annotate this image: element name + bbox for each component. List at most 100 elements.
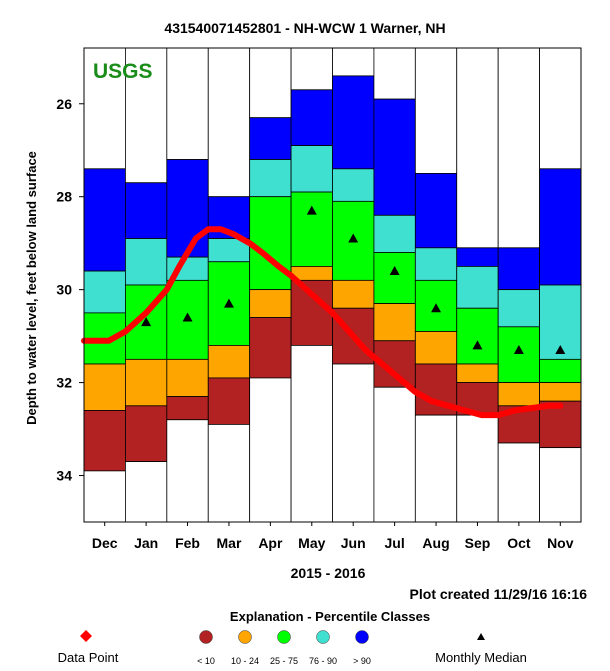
x-axis: Dec Jan Feb Mar Apr May Jun Jul Aug Sep Oct Nov [92, 522, 574, 551]
monthly-median-marker [555, 345, 566, 355]
band-p10_p25 [83, 363, 126, 411]
month-column [249, 47, 292, 523]
monthly-median-marker [141, 317, 152, 327]
monthly-median-marker [389, 266, 400, 276]
band-p90_max [497, 247, 540, 291]
data-point-swatch [80, 630, 92, 642]
month-column [207, 47, 251, 523]
x-tick-label: Oct [507, 535, 531, 551]
legend-class: 10 - 24 [231, 630, 259, 666]
month-column [414, 47, 458, 523]
month-column [166, 47, 209, 523]
below-min-band [539, 447, 582, 523]
x-axis-label: 2015 - 2016 [291, 565, 366, 581]
usgs-watermark: USGS [93, 60, 153, 83]
legend-class: 25 - 75 [270, 630, 298, 666]
monthly-median-marker [306, 205, 317, 215]
band-p25_p75 [249, 196, 292, 291]
band-p10_p25 [539, 382, 582, 402]
band-p90_max [414, 173, 458, 249]
band-p75_p90 [332, 168, 375, 202]
legend-percentile-classes: < 10 10 - 24 25 - 75 76 - 90 > 90 [197, 630, 371, 666]
month-column [539, 47, 582, 523]
above-max-band [83, 47, 126, 170]
below-min-band [125, 461, 168, 523]
month-column [83, 47, 126, 523]
legend-class-label: > 90 [353, 656, 371, 666]
above-max-band [166, 47, 209, 160]
band-p75_p90 [83, 270, 126, 314]
x-tick-label: Jun [341, 535, 366, 551]
monthly-median-marker [431, 303, 442, 313]
above-max-band [497, 47, 540, 249]
legend-class: < 10 [197, 630, 215, 666]
x-tick-label: Nov [547, 535, 574, 551]
month-column [125, 47, 168, 523]
band-p10_p25 [207, 345, 251, 379]
legend-class-swatch [355, 630, 369, 644]
legend-data-point: Data Point [58, 630, 119, 665]
legend-class-swatch [199, 630, 213, 644]
band-p90_max [373, 98, 416, 216]
y-tick-label: 28 [56, 189, 72, 205]
y-axis: 26 28 30 32 34 [56, 96, 84, 484]
monthly-median-marker [472, 340, 483, 350]
above-max-band [290, 47, 333, 91]
band-p90_max [290, 89, 333, 146]
above-max-band [373, 47, 416, 100]
monthly-medians [141, 205, 566, 355]
below-min-band [249, 377, 292, 523]
below-min-band [207, 424, 251, 523]
band-p10_p25 [497, 382, 540, 407]
band-p25_p75 [290, 191, 333, 267]
band-min_p10 [83, 410, 126, 472]
below-min-band [332, 363, 375, 523]
legend-class-swatch [277, 630, 291, 644]
band-p10_p25 [249, 289, 292, 318]
band-p90_max [249, 117, 292, 160]
band-p25_p75 [373, 252, 416, 304]
x-tick-label: Jul [385, 535, 405, 551]
band-p75_p90 [497, 289, 540, 328]
monthly-median-marker [182, 312, 193, 322]
percentile-bars [83, 47, 582, 523]
monthly-median-marker [513, 345, 524, 355]
band-min_p10 [166, 396, 209, 421]
median-label: Monthly Median [435, 650, 527, 665]
data-point-label: Data Point [58, 650, 119, 665]
below-min-band [290, 345, 333, 523]
legend-title: Explanation - Percentile Classes [230, 609, 430, 624]
y-tick-label: 34 [56, 468, 72, 484]
above-max-band [207, 47, 251, 198]
band-p90_max [539, 168, 582, 286]
legend-median: Monthly Median [435, 633, 527, 665]
monthly-median-marker [348, 233, 359, 243]
band-p75_p90 [125, 238, 168, 286]
chart-title: 431540071452801 - NH-WCW 1 Warner, NH [164, 20, 445, 36]
band-p10_p25 [373, 303, 416, 342]
band-p90_max [125, 182, 168, 239]
band-p25_p75 [539, 358, 582, 383]
band-p25_p75 [456, 307, 499, 365]
month-column [332, 47, 375, 523]
band-min_p10 [125, 405, 168, 462]
below-min-band [497, 442, 540, 523]
legend-class-label: 76 - 90 [309, 656, 337, 666]
band-p10_p25 [414, 331, 458, 365]
band-p75_p90 [290, 145, 333, 193]
y-tick-label: 26 [56, 96, 72, 112]
below-min-band [83, 470, 126, 523]
above-max-band [332, 47, 375, 77]
band-p90_max [456, 247, 499, 267]
x-tick-label: Aug [422, 535, 449, 551]
band-p75_p90 [456, 266, 499, 309]
month-column [290, 47, 333, 523]
band-p75_p90 [249, 159, 292, 198]
plot-created-note: Plot created 11/29/16 16:16 [410, 586, 588, 602]
x-tick-label: Apr [258, 535, 283, 551]
median-swatch [477, 633, 485, 640]
y-tick-label: 30 [56, 282, 72, 298]
above-max-band [414, 47, 458, 174]
x-tick-label: Jan [134, 535, 158, 551]
